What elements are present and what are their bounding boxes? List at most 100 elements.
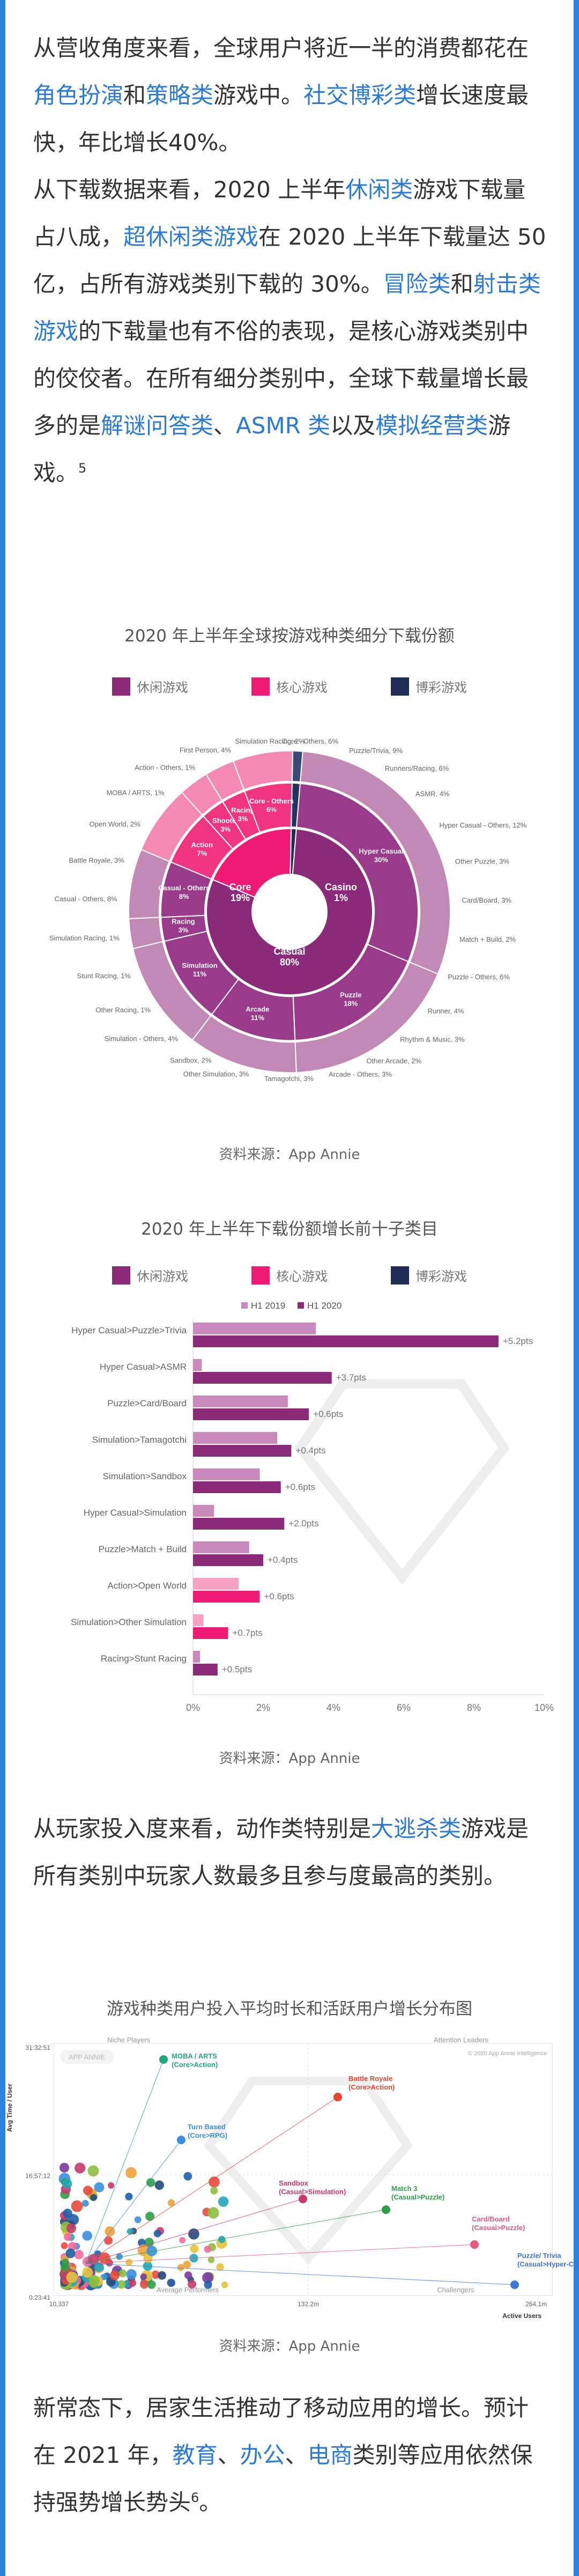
scatter-point [71,2200,83,2212]
sunburst-inner-core [212,828,292,898]
scatter-point [151,2270,160,2279]
highlight-connector [85,2139,182,2264]
link-casual[interactable]: 休闲类 [345,176,413,203]
sunburst-outer-label: Open World, 2% [90,820,141,828]
sunburst-middle-label: 8% [179,892,189,901]
paragraph-outlook: 新常态下，居家生活推动了移动应用的增长。预计在 2021 年，教育、办公、电商类… [33,2395,533,2515]
link-adventure[interactable]: 冒险类 [383,271,451,297]
link-simulation[interactable]: 模拟经营类 [375,412,488,439]
scatter-point [75,2162,86,2174]
link-strategy[interactable]: 策略类 [146,82,214,108]
chart3-title: 游戏种类用户投入平均时长和活跃用户增长分布图 [107,1999,472,2019]
scatter-point [125,2167,137,2179]
bar-h1-2019 [193,1505,214,1517]
link-ecommerce[interactable]: 电商 [307,2442,353,2468]
link-hyper-casual[interactable]: 超休闲类游戏 [123,224,259,250]
highlight-point [510,2280,519,2289]
legend-core: 核心游戏 [251,1266,328,1285]
scatter-point [59,2162,70,2173]
link-role-playing[interactable]: 角色扮演 [33,82,124,108]
link-social-casino[interactable]: 社交博彩类 [303,82,417,108]
highlight-label: Card/Board [472,2215,510,2223]
scatter-point [184,2271,192,2279]
scatter-point [143,2261,153,2271]
sunburst-inner-label: 19% [231,892,250,903]
sunburst-inner-label: 1% [334,892,348,903]
scatter-point [146,2246,158,2256]
sunburst-outer-label: Core - Others, 6% [282,737,338,746]
delta-label: +0.6pts [313,1409,343,1419]
sunburst-outer-label: MOBA / ARTS, 1% [106,789,165,797]
bar-chart: H1 2019 H1 2020 0% 2% 4% 6% 8% 10% Hyper Casual>… [71,1301,554,1713]
scatter-point [146,2178,155,2187]
chart1-title: 2020 年上半年全球按游戏种类细分下载份额 [124,626,455,646]
scatter-point [108,2182,115,2189]
scatter-point [87,2165,99,2177]
scatter-point [104,2236,113,2245]
bar-h1-2019 [193,1651,201,1663]
scatter-point [204,2245,211,2253]
bar-h1-2020 [193,1627,228,1639]
scatter-point [218,2235,226,2243]
sunburst-middle-label: Racing [231,806,254,814]
bar-h1-2020 [193,1518,285,1530]
scatter-point [61,2262,70,2271]
scatter-point [129,2279,137,2287]
x-tick-label: 10% [535,1702,554,1713]
sunburst-outer-label: Battle Royale, 3% [69,856,125,864]
scatter-point [145,2211,155,2221]
quadrant-challengers: Challengers [437,2286,474,2294]
legend-casino: 博彩游戏 [391,677,467,696]
scatter-point [125,2193,133,2201]
x-tick-label: 2% [256,1702,270,1713]
x-tick-label: 10,337 [49,2300,69,2308]
chart1-source: 资料来源：App Annie [219,1147,360,1163]
copyright-note: © 2020 App Annie Intelligence [468,2050,547,2057]
category-label: Puzzle>Match + Build [99,1544,187,1554]
footnote-5[interactable]: 5 [78,461,87,476]
sunburst-hole [253,875,326,948]
quadrant-average-performers: Average Performers [157,2286,219,2294]
scatter-point [82,2231,92,2241]
link-puzzle-trivia[interactable]: 解谜问答类 [101,412,214,439]
scatter-point [158,2271,167,2280]
footnote-6[interactable]: 6 [191,2490,199,2505]
scatter-point [66,2223,77,2233]
sunburst-outer-label: Simulation Racing, 1% [49,934,120,942]
category-label: Simulation>Other Simulation [71,1617,187,1627]
chart2-source: 资料来源：App Annie [219,1751,360,1767]
bar-h1-2019 [193,1468,260,1480]
link-shooter[interactable]: 射击类游戏 [33,271,541,344]
scatter-point [179,2237,186,2243]
right-border [574,0,579,2576]
scatter-point [144,2238,154,2247]
highlight-sublabel: (Casual>Hyper-Casual) [517,2260,579,2268]
x-tick-label: 8% [467,1702,481,1713]
bar-h1-2019 [193,1541,249,1553]
link-education[interactable]: 教育 [172,2442,218,2468]
sunburst-middle-label: 7% [197,849,207,857]
link-battle-royale[interactable]: 大逃杀类 [371,1815,462,1842]
highlight-label: Turn Based [188,2123,226,2131]
scatter-point [188,2279,197,2289]
sunburst-middle-label: 3% [237,815,248,823]
link-office[interactable]: 办公 [240,2442,285,2468]
scatter-point [117,2280,126,2289]
scatter-point [218,2196,229,2207]
delta-label: +0.7pts [233,1628,263,1638]
scatter-point [202,2272,213,2284]
sunburst-outer-label: Simulation Racing, 2% [235,737,305,745]
scatter-point [126,2269,137,2280]
chart2-title: 2020 年上半年下载份额增长前十子类目 [141,1220,438,1239]
link-asmr[interactable]: ASMR 类 [236,412,331,439]
legend-swatch-core [251,1266,270,1285]
quadrant-niche-players: Niche Players [107,2036,151,2044]
sunburst-chart: Hyper Casual30%Puzzle18%Arcade11%Simulat… [49,737,527,1082]
bar-h1-2020 [193,1372,332,1384]
sunburst-inner-label: Casino [325,882,357,892]
scatter-point [64,2233,72,2241]
sunburst-middle-label: 18% [344,999,358,1007]
highlight-point [159,2055,168,2064]
highlight-point [299,2195,307,2203]
watermark-diamond [294,1379,510,1585]
